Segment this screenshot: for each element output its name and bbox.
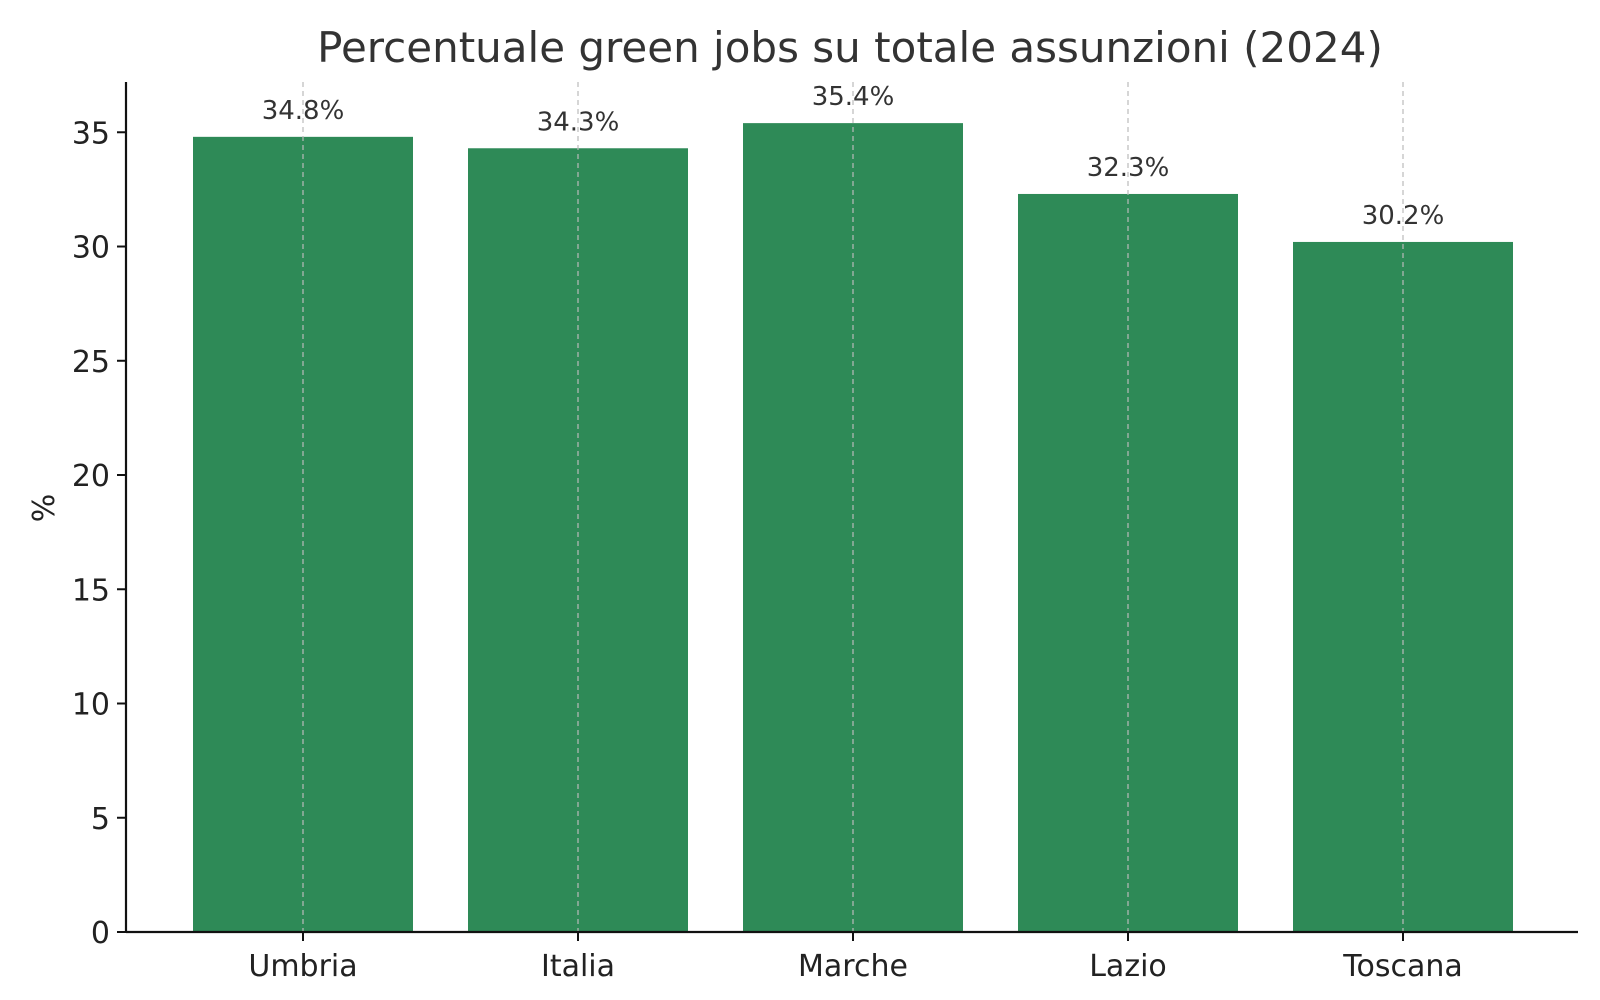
y-tick-label: 25 [72, 345, 110, 380]
axes: 0 5 10 15 20 25 30 35 Umbria Italia Marche Lazio Tos… [72, 82, 1578, 984]
data-label-italia: 34.3% [537, 107, 620, 137]
chart-title: Percentuale green jobs su totale assunzi… [317, 23, 1383, 72]
gridlines-overlay [302, 82, 1404, 932]
y-tick-label: 5 [91, 802, 110, 837]
data-label-marche: 35.4% [812, 82, 895, 112]
data-label-umbria: 34.8% [262, 96, 345, 126]
y-tick-label: 15 [72, 573, 110, 608]
bar-italia [468, 148, 688, 933]
y-tick-label: 10 [72, 688, 110, 723]
data-label-lazio: 32.3% [1087, 153, 1170, 183]
x-tick-label-umbria: Umbria [248, 949, 357, 984]
data-labels: 34.8% 34.3% 35.4% 32.3% 30.2% [262, 82, 1445, 231]
x-tick-label-toscana: Toscana [1342, 949, 1463, 984]
x-tick-label-lazio: Lazio [1089, 949, 1167, 984]
y-axis-label: % [27, 494, 62, 523]
y-tick-label: 35 [72, 116, 110, 151]
data-label-toscana: 30.2% [1362, 201, 1445, 231]
y-tick-label: 0 [91, 916, 110, 951]
x-tick-label-italia: Italia [541, 949, 615, 984]
x-tick-label-marche: Marche [798, 949, 908, 984]
y-tick-label: 30 [72, 231, 110, 266]
y-tick-label: 20 [72, 459, 110, 494]
